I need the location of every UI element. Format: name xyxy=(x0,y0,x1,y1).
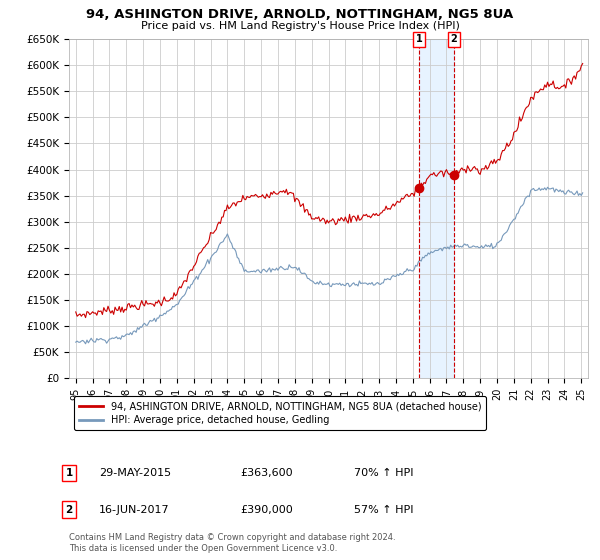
Text: 1: 1 xyxy=(65,468,73,478)
Text: Contains HM Land Registry data © Crown copyright and database right 2024.
This d: Contains HM Land Registry data © Crown c… xyxy=(69,533,395,553)
Text: 94, ASHINGTON DRIVE, ARNOLD, NOTTINGHAM, NG5 8UA: 94, ASHINGTON DRIVE, ARNOLD, NOTTINGHAM,… xyxy=(86,8,514,21)
Text: 1: 1 xyxy=(416,34,422,44)
Text: £390,000: £390,000 xyxy=(240,505,293,515)
Text: Price paid vs. HM Land Registry's House Price Index (HPI): Price paid vs. HM Land Registry's House … xyxy=(140,21,460,31)
Bar xyxy=(419,39,454,378)
Text: 2: 2 xyxy=(65,505,73,515)
Text: £363,600: £363,600 xyxy=(240,468,293,478)
Legend: 94, ASHINGTON DRIVE, ARNOLD, NOTTINGHAM, NG5 8UA (detached house), HPI: Average : 94, ASHINGTON DRIVE, ARNOLD, NOTTINGHAM,… xyxy=(74,396,486,430)
Text: 2: 2 xyxy=(451,34,457,44)
Text: 57% ↑ HPI: 57% ↑ HPI xyxy=(354,505,413,515)
Text: 29-MAY-2015: 29-MAY-2015 xyxy=(99,468,171,478)
Text: 70% ↑ HPI: 70% ↑ HPI xyxy=(354,468,413,478)
Text: 16-JUN-2017: 16-JUN-2017 xyxy=(99,505,170,515)
